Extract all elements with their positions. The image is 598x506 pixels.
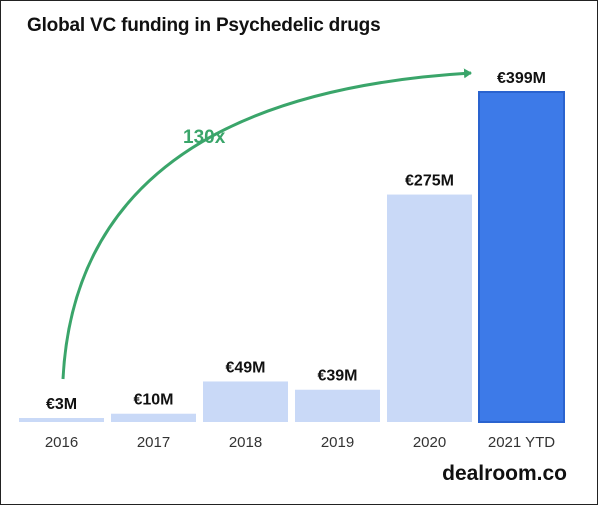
value-label: €49M (225, 359, 265, 376)
bar-2019 (295, 389, 380, 422)
brand-logo-text: dealroom.co (442, 462, 567, 485)
chart-title: Global VC funding in Psychedelic drugs (27, 15, 381, 36)
value-label: €39M (317, 368, 357, 385)
bar-2021-ytd (478, 91, 565, 423)
bar-2017 (111, 413, 196, 422)
value-label: €275M (405, 173, 454, 190)
category-label: 2020 (413, 434, 446, 451)
value-label: €10M (133, 392, 173, 409)
value-label: €3M (46, 396, 77, 413)
category-label: 2017 (137, 434, 170, 451)
category-label: 2016 (45, 434, 78, 451)
value-label: €399M (497, 70, 546, 87)
category-label: 2019 (321, 434, 354, 451)
growth-arrow (61, 68, 472, 380)
category-label: 2018 (229, 434, 262, 451)
bar-2016 (19, 418, 104, 422)
bar-2018 (203, 381, 288, 422)
category-label: 2021 YTD (488, 434, 555, 451)
bar-2020 (387, 194, 472, 422)
growth-label: 130x (183, 127, 226, 148)
